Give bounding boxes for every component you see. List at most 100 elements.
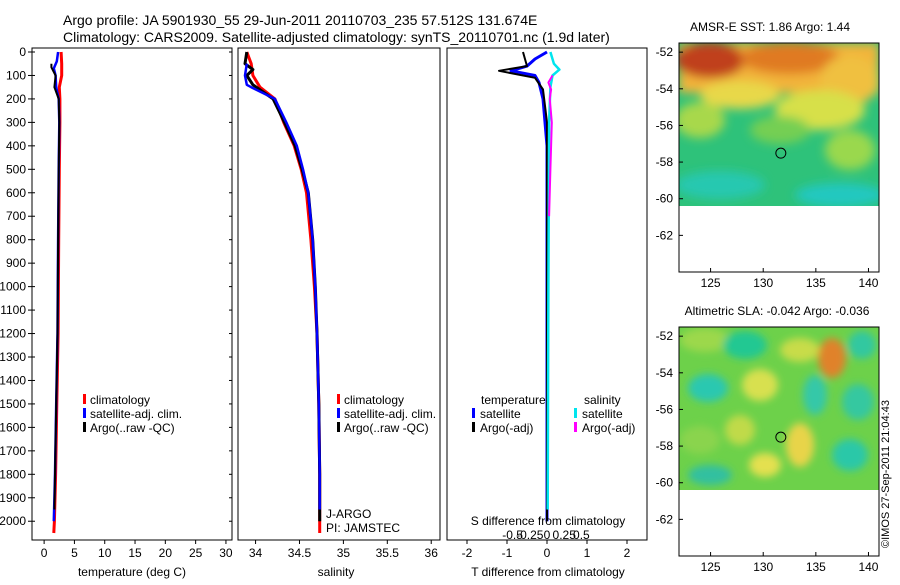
depth-tick-label: 900: [6, 256, 26, 270]
depth-tick-label: 1700: [0, 444, 26, 458]
depth-tick-label: 1200: [0, 327, 26, 341]
depth-tick-label: 400: [6, 139, 26, 153]
map-x-tick-label: 135: [806, 560, 826, 574]
difference-s-x-tick-label: -0.25: [516, 528, 544, 542]
depth-tick-label: 1000: [0, 280, 26, 294]
temperature-series: [50, 51, 64, 534]
difference-t-x-tick-label: 0: [544, 546, 551, 560]
sla-map-title: Altimetric SLA: -0.042 Argo: -0.036: [685, 304, 870, 318]
series-line-t-satellite: [509, 50, 549, 522]
legend-label-s-argo: Argo(-adj): [582, 421, 635, 435]
difference-t-x-tick-label: 1: [584, 546, 591, 560]
legend-swatch-argo: [337, 422, 340, 432]
legend-swatch-t-satellite: [472, 408, 475, 418]
temperature-x-tick-label: 25: [189, 546, 203, 560]
depth-tick-label: 1900: [0, 491, 26, 505]
series-line-s-satellite: [546, 51, 561, 510]
map-x-tick-label: 125: [701, 276, 721, 290]
depth-tick-label: 1100: [0, 303, 26, 317]
depth-tick-label: 500: [6, 162, 26, 176]
figure-title-line2: Climatology: CARS2009. Satellite-adjuste…: [63, 29, 610, 45]
sla-field: [679, 327, 879, 490]
difference-panel: -2 -1 0 1 2 -0.5-0.25 0 0.250.5 S difference fr…: [446, 47, 648, 579]
map-x-tick-label: 125: [701, 560, 721, 574]
depth-tick-label: 0: [19, 45, 26, 59]
series-line-t-argo-adj-: [498, 51, 548, 522]
salinity-x-tick-label: 34: [249, 546, 263, 560]
series-line-argo-raw-qc-: [243, 63, 321, 510]
depth-tick-label: 1500: [0, 397, 26, 411]
sst-map-frame: [678, 42, 880, 273]
legend-swatch-satellite: [337, 408, 340, 418]
sst-map-title: AMSR-E SST: 1.86 Argo: 1.44: [690, 20, 850, 34]
map-y-tick-label: -62: [656, 512, 674, 526]
salinity-panel: 34 34.5 35 35.5 36 salinity climatology sate…: [237, 47, 441, 579]
salinity-series: [243, 51, 322, 533]
sst-map-axes: 125 130 135 140 -52 -54 -56 -58 -60 -62: [656, 45, 879, 290]
legend-label-t-satellite: satellite: [480, 407, 521, 421]
legend-swatch-t-argo: [472, 422, 475, 432]
map-x-tick-label: 130: [753, 276, 773, 290]
difference-t-x-tick-label: -2: [462, 546, 473, 560]
temperature-x-tick-label: 0: [41, 546, 48, 560]
sla-map-axes: 125 130 135 140 -52 -54 -56 -58 -60 -62: [656, 329, 879, 574]
sst-field: [679, 43, 879, 206]
temperature-x-axis: 0 5 10 15 20 25 30: [41, 540, 233, 560]
temperature-xlabel: temperature (deg C): [78, 565, 186, 579]
legend-swatch-argo: [83, 422, 86, 432]
map-y-tick-label: -52: [656, 329, 674, 343]
sla-argo-location-marker: [775, 431, 787, 443]
legend-label-s-satellite: satellite: [582, 407, 623, 421]
depth-tick-label: 800: [6, 233, 26, 247]
difference-series: [498, 50, 561, 522]
difference-x-axis: -2 -1 0 1 2 -0.5-0.25 0 0.250.5: [462, 528, 631, 560]
salinity-legend: climatology satellite-adj. clim. Argo(..…: [337, 393, 436, 435]
legend-label-argo: Argo(..raw -QC): [344, 421, 429, 435]
salinity-x-axis: 34 34.5 35 35.5 36: [249, 540, 438, 560]
depth-tick-label: 700: [6, 209, 26, 223]
temperature-panel: 0 1 0 0 200 300 400 500 600 700 800 900 1000 1100 1200…: [0, 45, 647, 579]
salinity-x-tick-label: 35.5: [376, 546, 400, 560]
legend-label-climatology: climatology: [90, 393, 150, 407]
sla-map-frame: [678, 326, 880, 557]
salinity-x-tick-label: 34.5: [288, 546, 312, 560]
map-y-tick-label: -54: [656, 82, 674, 96]
sst-no-data-area: [679, 206, 879, 272]
difference-s-x-tick-label: -0.5: [502, 528, 523, 542]
series-line-s-argo-adj-: [547, 74, 554, 217]
t-difference-xlabel: T difference from climatology: [471, 565, 625, 579]
float-pi-label: PI: JAMSTEC: [326, 521, 400, 535]
difference-s-x-tick-label: 0: [544, 528, 551, 542]
legend-label-satellite: satellite-adj. clim.: [90, 407, 182, 421]
depth-tick-label: 1300: [0, 350, 26, 364]
depth-tick-label: 1800: [0, 467, 26, 481]
map-y-tick-label: -62: [656, 228, 674, 242]
legend-swatch-climatology: [337, 394, 340, 404]
depth-tick-label: 1600: [0, 420, 26, 434]
depth-tick-label: 300: [6, 115, 26, 129]
difference-t-x-tick-label: -1: [502, 546, 513, 560]
map-y-tick-label: -54: [656, 366, 674, 380]
sla-map-panel: Altimetric SLA: -0.042 Argo: -0.036: [656, 304, 880, 574]
depth-tick-label: 1400: [0, 373, 26, 387]
temperature-legend: climatology satellite-adj. clim. Argo(..…: [83, 393, 182, 435]
sst-argo-location-marker: [775, 147, 787, 159]
legend-label-t-argo: Argo(-adj): [480, 421, 533, 435]
legend-label-argo: Argo(..raw -QC): [90, 421, 175, 435]
legend-swatch-satellite: [83, 408, 86, 418]
imos-credit: ©IMOS 27-Sep-2011 21:04:43: [880, 400, 892, 548]
map-x-tick-label: 140: [858, 560, 878, 574]
s-difference-xlabel: S difference from climatology: [471, 514, 626, 528]
legend-title-salinity: salinity: [584, 393, 621, 407]
temperature-x-tick-label: 5: [71, 546, 78, 560]
temperature-plot-frame: [31, 47, 233, 541]
map-y-tick-label: -58: [656, 439, 674, 453]
map-y-tick-label: -58: [656, 155, 674, 169]
temperature-x-tick-label: 15: [128, 546, 142, 560]
depth-tick-label: 200: [6, 92, 26, 106]
legend-swatch-s-satellite: [574, 408, 577, 418]
legend-label-climatology: climatology: [344, 393, 404, 407]
map-y-tick-label: -56: [656, 402, 674, 416]
figure-title-line1: Argo profile: JA 5901930_55 29-Jun-2011 …: [63, 12, 537, 28]
depth-tick-label: 600: [6, 186, 26, 200]
